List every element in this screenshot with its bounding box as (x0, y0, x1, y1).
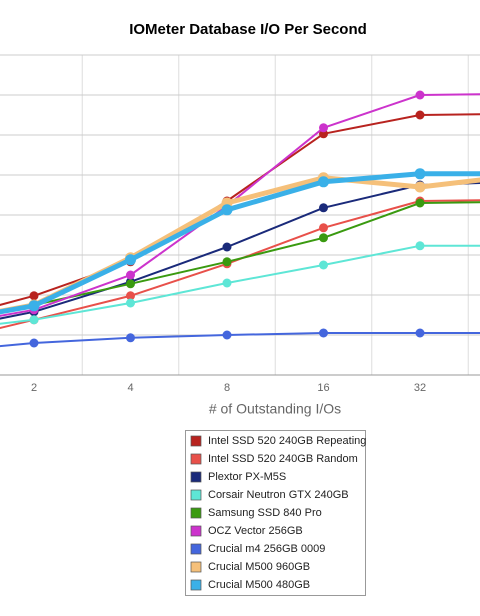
data-point (222, 330, 232, 340)
series-line (0, 332, 480, 348)
data-point (222, 278, 232, 288)
data-point (222, 257, 232, 267)
data-point (125, 254, 136, 266)
data-point (319, 203, 328, 213)
data-point (126, 333, 135, 343)
data-point (414, 181, 426, 193)
legend-swatch (190, 543, 202, 555)
x-tick-label: 2 (31, 382, 37, 394)
legend-label: Intel SSD 520 240GB Repeating (208, 435, 366, 447)
legend-swatch (190, 561, 202, 573)
series-line (0, 113, 480, 306)
data-point (319, 260, 328, 270)
legend-label: Crucial M500 480GB (208, 579, 310, 591)
legend-box (185, 430, 366, 596)
x-tick-label: 8 (224, 382, 230, 394)
x-tick-label: 4 (127, 382, 133, 394)
data-point (222, 242, 232, 252)
legend-label: Corsair Neutron GTX 240GB (208, 489, 349, 501)
legend-swatch (190, 453, 202, 465)
data-point (319, 328, 328, 338)
legend-swatch (190, 435, 202, 447)
data-point (415, 198, 425, 208)
chart-title: IOMeter Database I/O Per Second (129, 21, 367, 38)
data-point (126, 298, 135, 308)
data-point (319, 223, 328, 233)
x-tick-label: 32 (414, 382, 426, 394)
legend-swatch (190, 471, 202, 483)
data-point (29, 291, 39, 301)
x-tick-label: 16 (317, 382, 329, 394)
legend-label: Samsung SSD 840 Pro (208, 507, 322, 519)
legend-swatch (190, 579, 202, 591)
series-line (0, 201, 480, 313)
data-point (318, 176, 329, 188)
series-line (0, 93, 480, 317)
data-point (415, 110, 425, 120)
legend-label: OCZ Vector 256GB (208, 525, 303, 537)
x-axis-title: # of Outstanding I/Os (209, 401, 341, 417)
legend-label: Crucial M500 960GB (208, 561, 310, 573)
data-point (29, 338, 39, 348)
data-point (319, 233, 328, 243)
data-point (414, 168, 426, 180)
legend-label: Plextor PX-M5S (208, 471, 286, 483)
legend-swatch (190, 489, 202, 501)
data-point (319, 123, 328, 133)
legend-swatch (190, 507, 202, 519)
data-point (415, 90, 425, 100)
data-point (126, 291, 135, 301)
legend-swatch (190, 525, 202, 537)
data-point (126, 270, 135, 280)
legend-label: Crucial m4 256GB 0009 (208, 543, 325, 555)
data-point (29, 315, 39, 325)
series-line (0, 199, 480, 330)
data-point (28, 300, 40, 312)
data-point (221, 204, 233, 216)
data-point (126, 279, 135, 289)
data-point (415, 328, 425, 338)
legend-label: Intel SSD 520 240GB Random (208, 453, 358, 465)
data-point (415, 241, 425, 251)
